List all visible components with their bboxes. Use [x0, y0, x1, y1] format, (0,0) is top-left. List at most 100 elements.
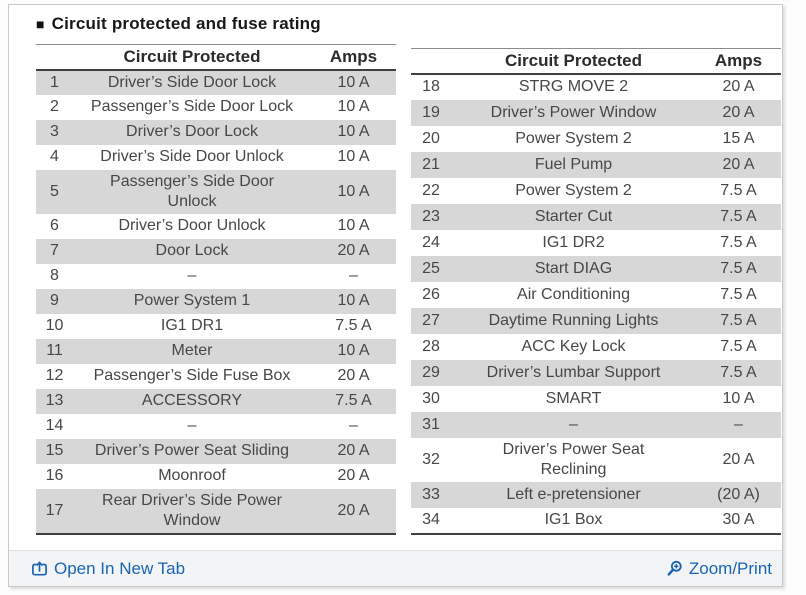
fuse-table-left: Circuit Protected Amps 1 Driver’s Side Do… [36, 44, 396, 535]
circuit-protected-cell: – [187, 267, 197, 284]
fuse-number-cell: 5 [50, 182, 59, 200]
fuse-row: 24 IG1 DR2 7.5 A [411, 230, 781, 256]
fuse-row: 30 SMART 10 A [411, 386, 781, 412]
circuit-protected-cell: Driver’s Side Door Lock [107, 73, 277, 91]
amps-cell: – [349, 417, 358, 434]
fuse-number-cell: 9 [50, 292, 59, 309]
circuit-protected-cell: – [569, 415, 578, 433]
amps-cell: 7.5 A [720, 259, 757, 277]
num-column-header [36, 44, 73, 71]
fuse-row: 2 Passenger’s Side Door Lock 10 A [36, 95, 396, 120]
amps-cell: 7.5 A [720, 233, 757, 251]
fuse-number-cell: 26 [422, 285, 440, 303]
fuse-number-cell: 30 [422, 389, 440, 407]
fuse-number-cell: 16 [45, 467, 64, 484]
amps-cell: 7.5 A [720, 285, 757, 303]
fuse-number-cell: 17 [45, 501, 64, 519]
amps-cell: 10 A [337, 123, 370, 140]
fuse-row: 13 ACCESSORY 7.5 A [36, 388, 396, 414]
amps-cell: 10 A [337, 98, 370, 115]
fuse-row: 9 Power System 1 10 A [36, 288, 396, 314]
fuse-row: 8 – – [36, 264, 396, 289]
fuse-row: 18 STRG MOVE 2 20 A [411, 74, 781, 100]
amps-cell: 20 A [337, 467, 370, 484]
amps-cell: 15 A [722, 129, 755, 147]
fuse-row: 21 Fuel Pump 20 A [411, 151, 781, 178]
amps-cell: 20 A [722, 155, 755, 173]
circuit-protected-cell: Driver’s Door Lock [126, 123, 258, 140]
amps-cell: 20 A [337, 442, 370, 459]
circuit-protected-cell: Passenger’s Side Door Unlock [110, 172, 274, 210]
circuit-protected-cell: Door Lock [155, 242, 229, 259]
amps-cell: 7.5 A [720, 311, 757, 329]
fuse-number-cell: 18 [422, 78, 440, 95]
circuit-protected-cell: Passenger’s Side Fuse Box [93, 367, 291, 384]
amps-cell: – [349, 267, 358, 284]
fuse-row: 10 IG1 DR1 7.5 A [36, 314, 396, 339]
zoom-in-icon [666, 560, 683, 577]
amps-cell: 20 A [722, 78, 755, 95]
fuse-number-cell: 12 [45, 367, 64, 384]
fuse-row: 5 Passenger’s Side Door Unlock 10 A [36, 169, 396, 214]
amps-cell: 10 A [337, 292, 370, 309]
circuit-protected-cell: Driver’s Power Seat Sliding [94, 442, 290, 459]
amps-cell: 7.5 A [335, 317, 372, 334]
circuit-protected-cell: Start DIAG [534, 259, 613, 277]
open-in-new-tab-link[interactable]: Open In New Tab [31, 559, 185, 579]
amps-cell: 7.5 A [720, 363, 757, 381]
circuit-protected-cell: STRG MOVE 2 [518, 78, 629, 95]
circuit-protected-cell: Air Conditioning [517, 285, 630, 303]
zoom-print-label: Zoom/Print [688, 558, 772, 578]
amps-cell: 10 A [722, 389, 755, 407]
fuse-number-cell: 31 [422, 415, 440, 433]
circuit-protected-cell: Power System 2 [515, 129, 632, 147]
fuse-row: 33 Left e-pretensioner (20 A) [411, 481, 781, 508]
open-in-new-tab-label: Open In New Tab [54, 558, 186, 578]
fuse-number-cell: 14 [45, 417, 64, 434]
table-header-row: Circuit Protected Amps [36, 44, 396, 71]
circuit-protected-cell: Driver’s Side Door Unlock [100, 148, 284, 165]
circuit-protected-cell: Driver’s Lumbar Support [486, 363, 661, 381]
fuse-row: 28 ACC Key Lock 7.5 A [411, 334, 781, 360]
section-marker-icon: ■ [36, 16, 45, 32]
circuit-protected-cell: Fuel Pump [534, 155, 613, 173]
fuse-row: 26 Air Conditioning 7.5 A [411, 282, 781, 308]
fuse-number-cell: 6 [50, 217, 59, 234]
amps-cell: 7.5 A [720, 337, 757, 355]
fuse-row: 14 – – [36, 414, 396, 439]
fuse-number-cell: 29 [422, 363, 440, 381]
amps-cell: 7.5 A [720, 181, 757, 199]
fuse-number-cell: 25 [422, 259, 440, 277]
amps-column-header: Amps [696, 48, 781, 75]
fuse-row: 1 Driver’s Side Door Lock 10 A [36, 69, 396, 95]
fuse-number-cell: 23 [422, 207, 440, 225]
circuit-protected-cell: Power System 2 [515, 181, 632, 199]
fuse-row: 12 Passenger’s Side Fuse Box 20 A [36, 364, 396, 389]
amps-cell: 10 A [337, 342, 370, 359]
circuit-protected-cell: SMART [545, 389, 602, 407]
fuse-number-cell: 33 [422, 485, 440, 503]
amps-cell: 20 A [337, 501, 370, 519]
fuse-number-cell: 1 [50, 73, 59, 91]
footer-toolbar: Open In New Tab Zoom/Print [9, 550, 782, 586]
circuit-protected-cell: Driver’s Power Seat Reclining [502, 440, 645, 478]
amps-cell: 7.5 A [720, 207, 757, 225]
fuse-row: 20 Power System 2 15 A [411, 126, 781, 152]
fuse-row: 16 Moonroof 20 A [36, 464, 396, 489]
num-column-header [411, 48, 451, 75]
fuse-number-cell: 22 [422, 181, 440, 199]
fuse-number-cell: 34 [422, 511, 440, 528]
amps-cell: 20 A [337, 242, 370, 259]
fuse-number-cell: 19 [422, 103, 440, 121]
fuse-number-cell: 7 [50, 242, 59, 259]
fuse-row: 6 Driver’s Door Unlock 10 A [36, 214, 396, 239]
circuit-protected-cell: IG1 DR1 [160, 317, 224, 334]
circuit-protected-cell: Driver’s Door Unlock [118, 217, 266, 234]
fuse-number-cell: 8 [50, 267, 59, 284]
page-title-text: Circuit protected and fuse rating [51, 14, 321, 33]
amps-cell: 10 A [337, 148, 370, 165]
table-header-row: Circuit Protected Amps [411, 48, 781, 75]
zoom-print-link[interactable]: Zoom/Print [666, 559, 772, 579]
circuit-column-header: Circuit Protected [451, 48, 696, 75]
amps-cell: – [734, 415, 743, 433]
